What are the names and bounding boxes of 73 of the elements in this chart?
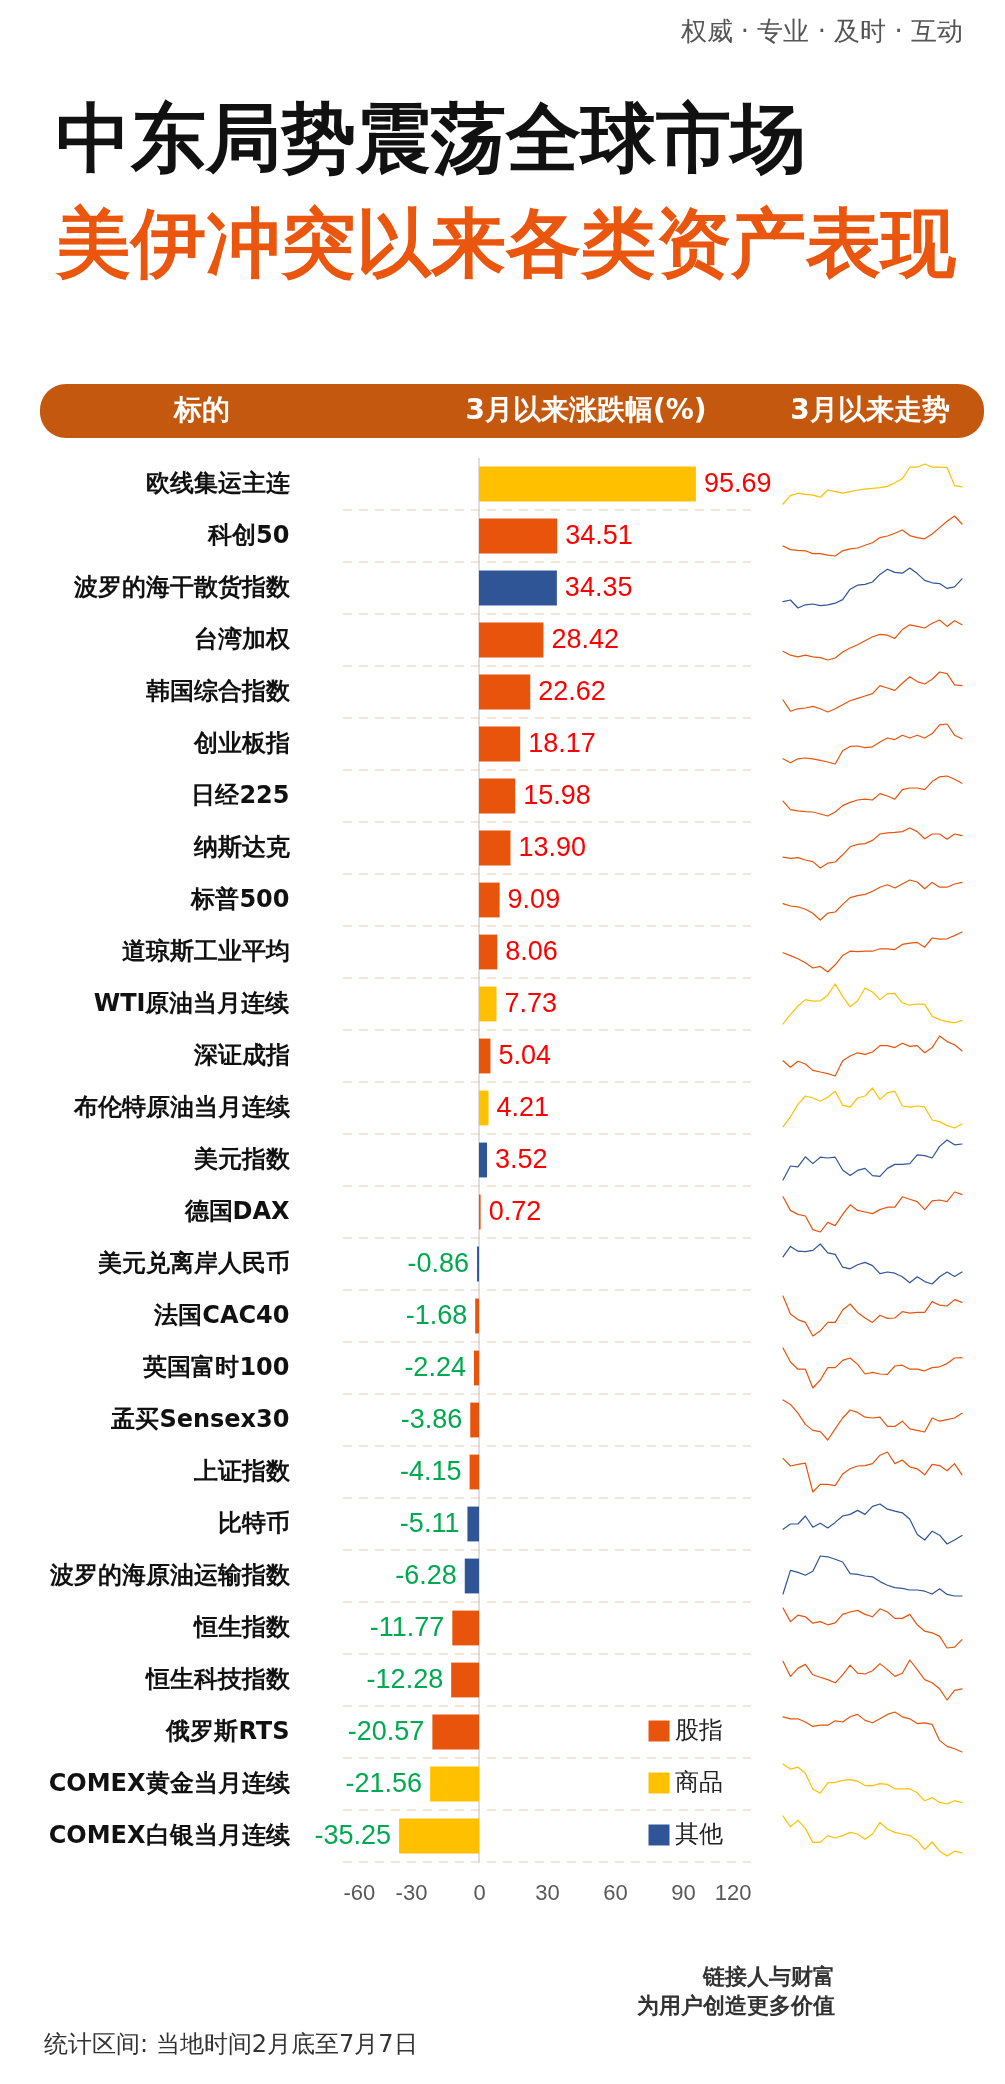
y-tick-label: 比特币: [217, 1509, 290, 1537]
y-tick-label: 台湾加权: [193, 625, 291, 653]
y-tick-label: 欧线集运主连: [145, 469, 290, 497]
data-label: 95.69: [703, 468, 772, 498]
y-tick-label: WTI原油当月连续: [93, 989, 290, 1017]
chart-title: 3月以来走势: [790, 393, 950, 426]
chart-subtitle: 美伊冲突以来各类资产表现: [54, 199, 957, 287]
data-label: -21.56: [345, 1768, 423, 1798]
y-tick-label: 布伦特原油当月连续: [72, 1093, 290, 1121]
x-axis-title: 3月以来涨跌幅(%): [465, 393, 707, 426]
data-label: -0.86: [407, 1248, 470, 1278]
data-label: 0.72: [488, 1196, 542, 1226]
data-label: -2.24: [404, 1352, 466, 1382]
y-tick-label: 深证成指: [192, 1041, 290, 1069]
y-tick-label: 孟买Sensex30: [110, 1405, 290, 1433]
x-tick-label: 90: [671, 1879, 696, 1905]
y-tick-label: 美元指数: [192, 1145, 291, 1173]
x-tick-label: 30: [535, 1879, 560, 1905]
data-label: -11.77: [369, 1612, 445, 1642]
x-tick-label: 0: [473, 1879, 486, 1905]
data-label: 9.09: [507, 884, 561, 914]
data-label: 8.06: [505, 936, 558, 966]
data-label: 28.42: [551, 624, 619, 654]
legend-label: 股指: [675, 1716, 723, 1744]
x-tick-label: 120: [714, 1879, 752, 1905]
data-label: 4.21: [496, 1092, 550, 1122]
text: 为用户创造更多价值: [637, 1993, 835, 2018]
data-label: 5.04: [498, 1040, 551, 1070]
data-label: 15.98: [523, 780, 591, 810]
y-tick-label: 日经225: [191, 781, 290, 809]
data-label: 34.51: [565, 520, 633, 550]
y-tick-label: 波罗的海原油运输指数: [48, 1561, 291, 1589]
x-tick-label: -60: [343, 1879, 376, 1905]
y-tick-label: 纳斯达克: [192, 833, 290, 861]
y-axis-title: 标的: [173, 393, 230, 426]
y-tick-label: COMEX白银当月连续: [48, 1821, 290, 1849]
y-tick-label: 标普500: [190, 885, 290, 913]
data-label: 18.17: [528, 728, 596, 758]
data-label: 7.73: [504, 988, 558, 1018]
y-tick-label: 美元兑离岸人民币: [96, 1249, 290, 1277]
y-tick-label: 俄罗斯RTS: [165, 1717, 290, 1745]
y-tick-label: 德国DAX: [183, 1197, 290, 1225]
legend-label: 其他: [675, 1820, 723, 1848]
data-label: 22.62: [538, 676, 606, 706]
y-tick-label: 恒生指数: [191, 1613, 291, 1641]
data-label: -1.68: [405, 1300, 468, 1330]
text: 统计区间: 当地时间2月底至7月7日: [44, 2030, 418, 2058]
y-tick-label: COMEX黄金当月连续: [48, 1769, 290, 1797]
y-tick-label: 法国CAC40: [153, 1301, 290, 1329]
legend-label: 商品: [675, 1768, 723, 1796]
data-label: -5.11: [399, 1508, 460, 1538]
data-label: 34.35: [564, 572, 633, 602]
y-tick-label: 科创50: [207, 521, 290, 549]
text: 权威 · 专业 · 及时 · 互动: [679, 16, 963, 46]
text: 链接人与财富: [702, 1964, 835, 1989]
y-tick-label: 韩国综合指数: [144, 677, 291, 705]
y-tick-label: 波罗的海干散货指数: [72, 573, 291, 601]
data-label: -35.25: [314, 1820, 392, 1850]
y-tick-label: 英国富时100: [142, 1353, 290, 1381]
y-tick-label: 道琼斯工业平均: [121, 937, 290, 965]
data-label: -6.28: [395, 1560, 457, 1590]
data-label: 3.52: [494, 1144, 548, 1174]
data-label: 13.90: [518, 832, 587, 862]
y-tick-label: 恒生科技指数: [143, 1665, 291, 1693]
x-tick-label: -30: [395, 1879, 428, 1905]
y-tick-label: 上证指数: [192, 1457, 291, 1485]
chart-title: 中东局势震荡全球市场: [56, 94, 806, 182]
data-label: -3.86: [400, 1404, 463, 1434]
data-label: -4.15: [400, 1456, 462, 1486]
x-tick-label: 60: [603, 1879, 628, 1905]
data-label: -20.57: [347, 1716, 425, 1746]
y-tick-label: 创业板指: [192, 729, 290, 757]
data-label: -12.28: [366, 1664, 444, 1694]
